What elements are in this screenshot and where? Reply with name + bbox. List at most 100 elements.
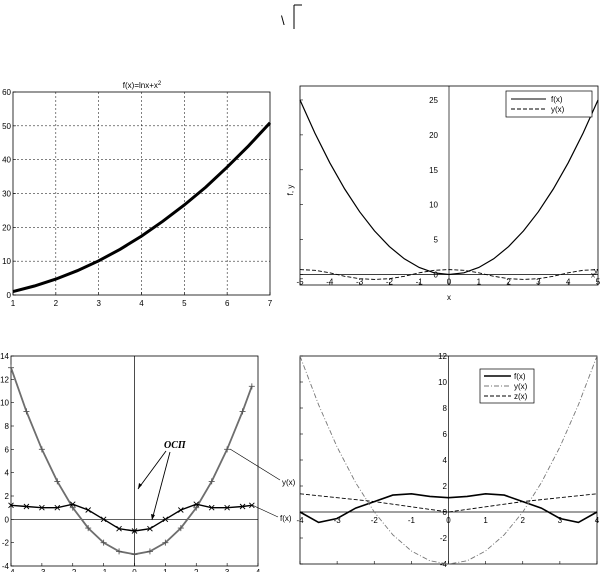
series-point-f: [69, 501, 76, 507]
annotation-arrow-to-axis: [137, 450, 167, 490]
x-tick-label: 0: [132, 568, 137, 572]
y-tick-label: 0: [7, 291, 12, 300]
x-tick-label: 1: [163, 568, 168, 572]
x-tick-label: 4: [566, 278, 571, 287]
header-fragment-text: \: [281, 13, 285, 28]
series-point-y: [100, 539, 107, 546]
y-tick-label: 5: [434, 236, 439, 245]
y-tick-label: 0: [434, 271, 439, 280]
x-tick-label: -1: [408, 516, 416, 525]
x-tick-label: -3: [334, 516, 342, 525]
y-tick-label: -2: [440, 534, 448, 543]
y-tick-label: 20: [2, 223, 11, 232]
x-tick-label: 1: [477, 278, 482, 287]
y-tick-label: 8: [443, 404, 448, 413]
series-point-y: [54, 478, 61, 485]
x-tick-label: -4: [296, 516, 304, 525]
series-point-f: [8, 502, 14, 509]
y-tick-label: 10: [2, 257, 11, 266]
series-point-y: [85, 525, 92, 532]
series-point-y: [208, 478, 215, 485]
legend: f(x)y(x)z(x): [479, 368, 535, 404]
y-tick-label: 50: [2, 122, 11, 131]
y-tick-label: 20: [429, 131, 438, 140]
y-tick-label: 6: [5, 445, 10, 454]
y-tick-label: 0: [443, 508, 448, 517]
legend-entry: y(x): [551, 105, 565, 114]
series-line-yx: [299, 269, 599, 280]
y-tick-label: -4: [440, 560, 448, 569]
series-point-y: [146, 548, 153, 555]
x-tick-label: 6: [225, 299, 230, 308]
y-tick-label: 10: [429, 201, 438, 210]
chart-title-main: f(x)=lnx+x: [123, 81, 158, 90]
annotation-arrowhead-curve: [151, 514, 155, 520]
legend: f(x)y(x): [505, 90, 593, 118]
series-line-fx: [299, 492, 598, 524]
series-point-f: [100, 516, 107, 523]
x-tick-label: 5: [596, 278, 601, 287]
series-point-f: [131, 528, 138, 534]
x-tick-label: 4: [595, 516, 600, 525]
series-point-f: [208, 504, 215, 511]
legend-entry: f(x): [514, 372, 526, 381]
annotation-pointer-y: [229, 448, 281, 481]
legend-entry: z(x): [514, 392, 528, 401]
series-line-fx: [299, 99, 599, 276]
series-point-y: [248, 383, 255, 390]
x-tick-label: -1: [416, 278, 424, 287]
y-tick-label: 15: [429, 166, 438, 175]
series-point-f: [249, 502, 255, 509]
series-point-y: [224, 446, 231, 453]
series-point-y: [177, 525, 184, 532]
legend-entry: y(x): [514, 382, 528, 391]
x-tick-label: -4: [7, 568, 15, 572]
x-tick-label: 7: [268, 299, 273, 308]
y-tick-label: 12: [0, 375, 9, 384]
y-tick-label: 2: [443, 482, 448, 491]
series-line-yx: [299, 355, 598, 565]
series-point-y: [162, 539, 169, 546]
series-point-y: [131, 551, 138, 558]
x-tick-label: -3: [356, 278, 364, 287]
series-point-y: [193, 504, 200, 511]
x-axis-label: x: [447, 293, 451, 302]
y-tick-label: 14: [0, 352, 9, 361]
x-tick-label: 4: [256, 568, 261, 572]
y-tick-label: 30: [2, 190, 11, 199]
series-point-f: [116, 525, 122, 532]
x-tick-label: -2: [69, 568, 77, 572]
series-point-y: [239, 408, 246, 415]
x-tick-label: 2: [506, 278, 511, 287]
annotation-label-y: y(x): [282, 478, 296, 487]
annotation-osn: ОСП: [164, 440, 187, 451]
legend-box: [505, 90, 593, 118]
x-tick-label: 3: [536, 278, 541, 287]
chart-title-superscript: 2: [158, 81, 162, 87]
x-tick-label: 2: [521, 516, 526, 525]
x-tick-label: 5: [182, 299, 187, 308]
y-tick-label: 8: [5, 422, 10, 431]
x-tick-label: 3: [225, 568, 230, 572]
series-point-y: [23, 408, 30, 415]
y-tick-label: 6: [443, 430, 448, 439]
series-point-y: [69, 504, 76, 511]
legend-entry: f(x): [551, 95, 563, 104]
x-tick-label: -2: [371, 516, 379, 525]
series-point-f: [193, 501, 200, 507]
series-point-f: [162, 516, 169, 523]
y-tick-label: 12: [438, 352, 447, 361]
series-point-f: [177, 507, 184, 513]
x-tick-label: 3: [558, 516, 563, 525]
series-line-y: [10, 367, 253, 556]
x-tick-label: 3: [96, 299, 101, 308]
series-point-y: [8, 364, 14, 371]
x-tick-label: -1: [100, 568, 108, 572]
y-axis-end-label: y: [594, 267, 598, 276]
series-point-f: [147, 525, 153, 532]
series-point-f: [85, 507, 92, 513]
y-tick-label: 2: [5, 492, 10, 501]
